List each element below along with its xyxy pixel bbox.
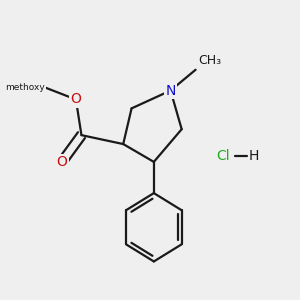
Text: O: O (70, 92, 81, 106)
Text: Cl: Cl (217, 149, 230, 163)
Text: O: O (56, 155, 68, 169)
Text: H: H (249, 149, 259, 163)
Text: methoxy: methoxy (5, 83, 45, 92)
Text: CH₃: CH₃ (198, 54, 221, 68)
Text: N: N (165, 84, 176, 98)
